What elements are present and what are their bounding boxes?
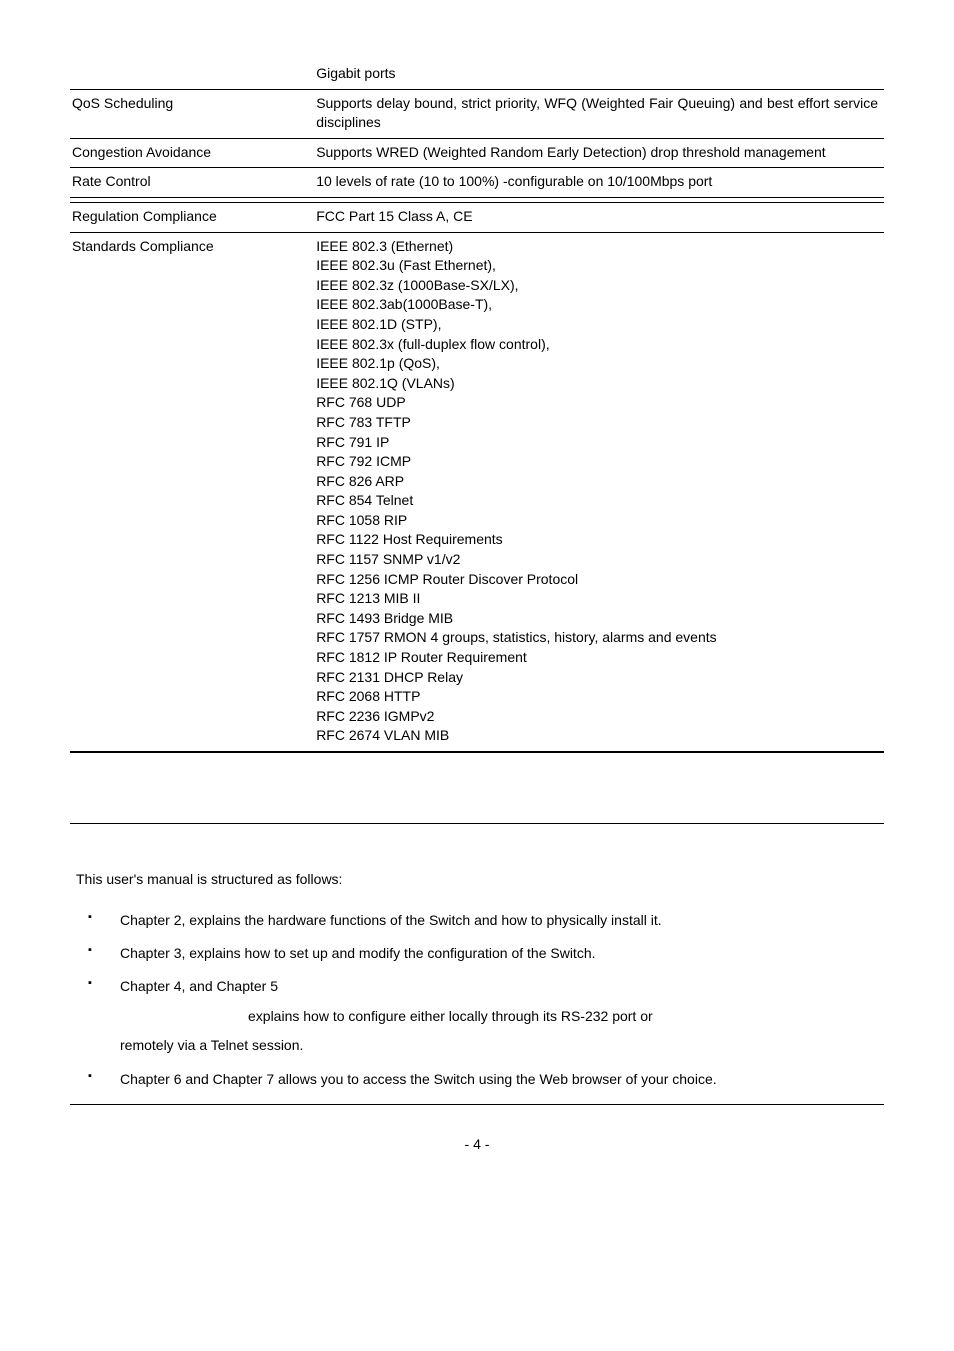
table-row: Standards ComplianceIEEE 802.3 (Ethernet… — [70, 232, 884, 752]
list-item-main: Chapter 4, and Chapter 5 — [120, 978, 278, 994]
value-cell: Gigabit ports — [314, 60, 884, 89]
list-item: Chapter 4, and Chapter 5 explains how to … — [88, 972, 884, 1060]
section-bottom-rule — [70, 1104, 884, 1105]
table-row: Rate Control10 levels of rate (10 to 100… — [70, 168, 884, 198]
list-item-main: Chapter 2, explains the hardware functio… — [120, 912, 662, 928]
list-item: Chapter 2, explains the hardware functio… — [88, 906, 884, 935]
manual-items-list: Chapter 2, explains the hardware functio… — [70, 906, 884, 1094]
feature-cell: Standards Compliance — [70, 232, 314, 752]
feature-cell — [70, 60, 314, 89]
manual-intro: This user's manual is structured as foll… — [76, 870, 884, 890]
feature-cell: Congestion Avoidance — [70, 138, 314, 168]
list-item-sub-line: explains how to configure either locally… — [120, 1002, 884, 1031]
feature-cell: QoS Scheduling — [70, 89, 314, 138]
list-item-sub: explains how to configure either locally… — [120, 1002, 884, 1061]
table-row: QoS SchedulingSupports delay bound, stri… — [70, 89, 884, 138]
table-row: Gigabit ports — [70, 60, 884, 89]
value-cell: FCC Part 15 Class A, CE — [314, 202, 884, 232]
table-row: Congestion AvoidanceSupports WRED (Weigh… — [70, 138, 884, 168]
feature-cell: Regulation Compliance — [70, 202, 314, 232]
list-item: Chapter 3, explains how to set up and mo… — [88, 939, 884, 968]
value-cell: 10 levels of rate (10 to 100%) -configur… — [314, 168, 884, 198]
table-row: Regulation ComplianceFCC Part 15 Class A… — [70, 202, 884, 232]
specification-table: Gigabit portsQoS SchedulingSupports dela… — [70, 60, 884, 753]
list-item-main: Chapter 3, explains how to set up and mo… — [120, 945, 596, 961]
value-cell: Supports WRED (Weighted Random Early Det… — [314, 138, 884, 168]
value-cell: IEEE 802.3 (Ethernet) IEEE 802.3u (Fast … — [314, 232, 884, 752]
list-item: Chapter 6 and Chapter 7 allows you to ac… — [88, 1065, 884, 1094]
feature-cell: Rate Control — [70, 168, 314, 198]
value-cell: Supports delay bound, strict priority, W… — [314, 89, 884, 138]
list-item-sub-line: remotely via a Telnet session. — [120, 1031, 884, 1060]
page-number: - 4 - — [70, 1135, 884, 1155]
manual-structure-section: This user's manual is structured as foll… — [70, 823, 884, 1105]
list-item-main: Chapter 6 and Chapter 7 allows you to ac… — [120, 1071, 717, 1087]
